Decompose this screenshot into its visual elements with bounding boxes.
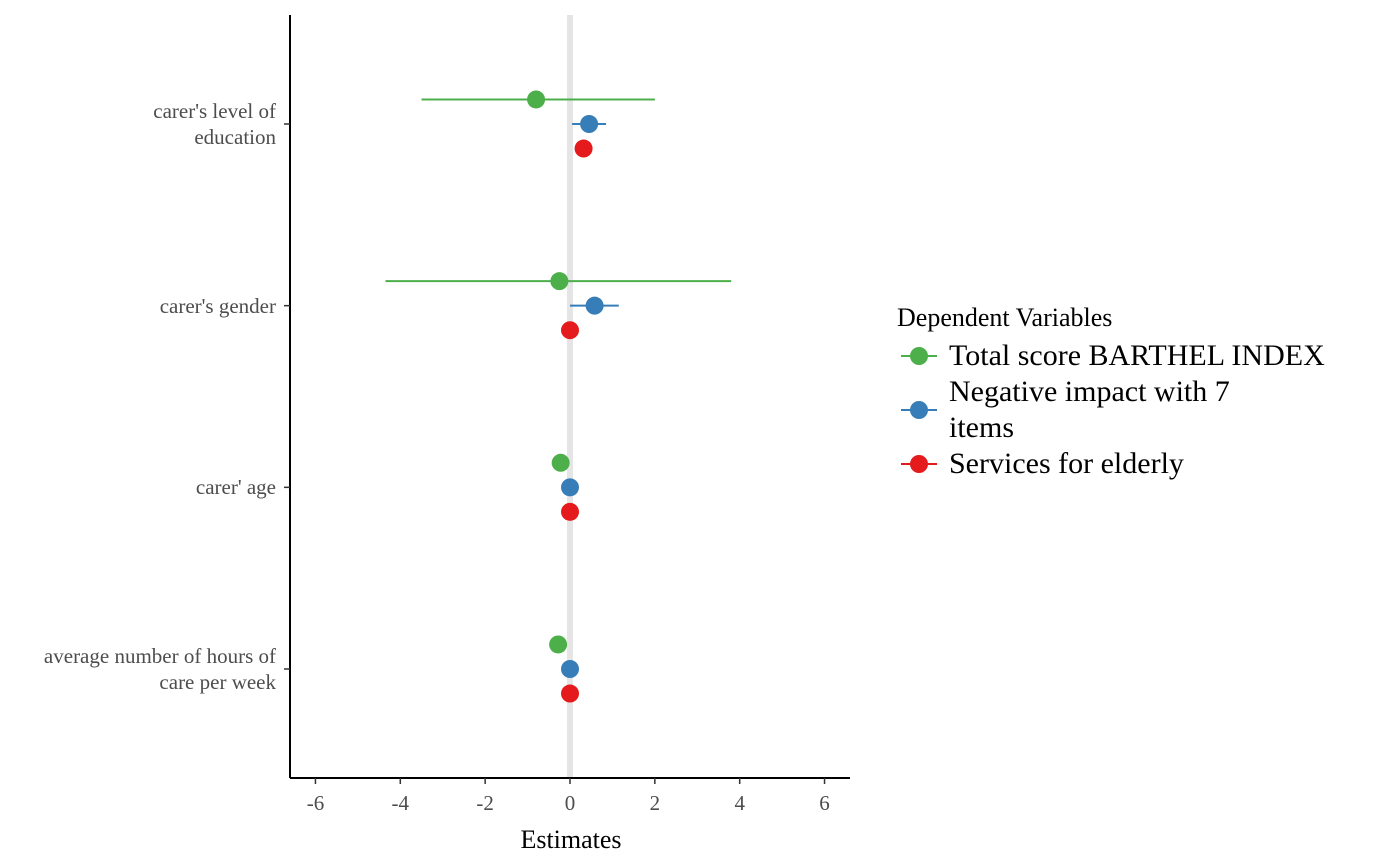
legend-item: Services for elderly (897, 446, 1397, 482)
y-tick-label-box: carer's level of education (153, 99, 276, 149)
x-tick-label: -4 (392, 791, 410, 815)
point (561, 502, 579, 521)
point (561, 684, 579, 703)
point (527, 90, 546, 109)
point (561, 478, 579, 497)
point (550, 272, 569, 291)
y-tick-label: carer's level of education (153, 99, 276, 149)
point (585, 296, 604, 315)
y-tick-label: carer's gender (159, 293, 276, 318)
legend-key (901, 401, 937, 419)
legend-key-dot (910, 347, 928, 365)
y-tick-label: carer' age (195, 475, 276, 500)
x-axis-title: Estimates (520, 825, 621, 854)
y-tick-label: average number of hours of care per week (43, 644, 276, 694)
point (561, 660, 579, 678)
legend-key-dot (910, 455, 928, 473)
legend-title: Dependent Variables (897, 303, 1113, 332)
point (580, 115, 599, 133)
legend-label: Total score BARTHEL INDEX (949, 339, 1325, 372)
x-tick-label: -6 (307, 791, 325, 815)
point (549, 635, 568, 654)
x-tick-label: -2 (476, 791, 494, 815)
x-tick-label: 0 (565, 791, 576, 815)
legend-key (901, 347, 937, 365)
x-tick-label: 2 (650, 791, 661, 815)
x-tick-label: 6 (819, 791, 830, 815)
legend-item: Negative impact with 7 items (897, 374, 1397, 446)
point (574, 139, 593, 158)
point (561, 321, 579, 340)
y-tick-label-box: carer's gender (159, 293, 276, 318)
legend-item: Total score BARTHEL INDEX (897, 338, 1397, 374)
y-tick-label-box: average number of hours of care per week (43, 644, 276, 694)
legend-label: Negative impact with 7 items (949, 375, 1230, 444)
x-tick-label: 4 (734, 791, 745, 815)
point (551, 453, 570, 472)
legend-key-dot (910, 401, 928, 419)
legend-key (901, 455, 937, 473)
legend: Dependent Variables Total score BARTHEL … (897, 298, 1397, 482)
y-tick-label-box: carer' age (195, 475, 276, 500)
legend-label: Services for elderly (949, 447, 1184, 480)
